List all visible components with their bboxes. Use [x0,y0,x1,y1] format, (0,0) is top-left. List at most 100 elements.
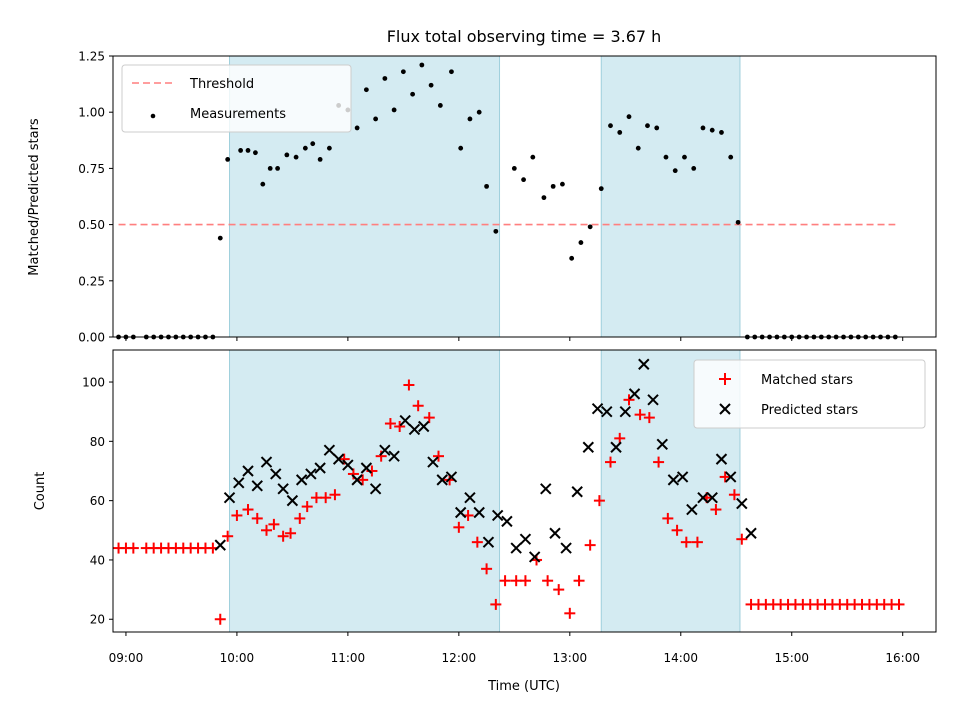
ratio-axes-frame [112,55,937,338]
measurement-point [663,154,669,160]
matched-star-point [653,456,665,468]
legend-predicted-swatch [719,403,731,415]
predicted-star-point [736,497,748,510]
matched-star-point [553,584,565,596]
matched-star-point [329,489,341,501]
matched-stars-series [113,379,905,625]
measurement-point [709,127,715,133]
predicted-star-point [725,471,737,483]
x-tick-label: 11:00 [331,651,366,665]
matched-star-point [320,492,332,504]
matched-star-point [231,509,243,521]
measurement-point [569,255,575,261]
observing-window [600,55,741,338]
predicted-star-point [417,420,430,433]
predicted-star-point [482,536,495,548]
measurement-point [284,152,290,158]
measurement-point [354,125,360,131]
measurement-point [530,154,536,160]
measurement-point [428,82,434,88]
measurement-point [326,145,332,151]
y-tick-label: 0.25 [78,274,105,288]
measurement-point [363,87,369,93]
observing-windows [229,349,741,633]
x-tick-label: 09:00 [109,651,144,665]
legend-matched-swatch [719,373,731,385]
predicted-star-point [628,388,641,400]
predicted-star-point [647,394,659,406]
measurement-point [260,181,266,187]
matched-star-point [433,450,445,462]
predicted-star-point [342,459,354,471]
matched-star-point [728,489,740,501]
ratio-x-ticks [125,337,904,341]
legend-measurements-label: Measurements [190,107,286,122]
y-tick-label: 60 [90,494,105,508]
matched-star-point [573,575,585,587]
x-tick-label: 15:00 [774,651,809,665]
y-tick-label: 0.00 [78,331,105,345]
ratio-legend: Threshold Measurements [121,64,352,133]
matched-star-point [453,521,465,533]
predicted-star-point [223,491,236,504]
x-tick-label: 10:00 [220,651,255,665]
measurement-point [719,130,724,135]
x-tick-label: 16:00 [885,651,920,665]
y-tick-label: 0.50 [78,218,105,232]
measurement-point [310,141,316,147]
matched-star-point [214,613,226,625]
predicted-star-point [560,542,572,554]
predicted-star-point [369,483,382,495]
matched-star-point [268,518,280,530]
predicted-star-point [233,477,245,489]
predicted-star-point [323,444,336,456]
matched-star-point [671,524,683,536]
measurement-point [400,69,406,75]
predicted-star-point [214,539,226,551]
predicted-star-point [445,471,458,483]
measurement-point [493,228,499,234]
matched-star-point [623,394,635,406]
matched-star-point [584,539,596,551]
ratio-y-axis: 0.00 0.25 0.50 0.75 1.00 1.25 [78,50,113,345]
y-tick-label: 1.00 [78,106,105,120]
matched-star-point [127,542,139,554]
matched-star-point [222,530,234,542]
predicted-star-point [656,438,668,451]
predicted-star-point [408,423,421,436]
predicted-star-point [332,453,345,465]
predicted-star-point [745,527,757,539]
y-tick-label: 100 [82,376,105,390]
predicted-star-point [706,491,718,504]
matched-star-point [481,563,493,575]
predicted-star-point [601,405,613,418]
measurement-point [521,177,526,183]
matched-star-point [471,536,483,548]
ratio-y-label: Matched/Predicted stars [27,118,42,276]
x-tick-label: 12:00 [442,651,477,665]
measurement-point [225,157,231,162]
predicted-star-point [610,441,622,453]
measurement-point [437,103,443,108]
measurement-point [302,145,308,151]
count-y-label: Count [33,472,48,511]
predicted-star-point [715,453,728,465]
measurement-point [382,76,388,81]
measurement-point [645,123,650,129]
predicted-star-point [270,468,282,480]
measurement-point [293,154,299,160]
measurement-point [608,123,613,129]
predicted-star-point [582,441,595,453]
matched-star-point [643,412,655,424]
legend-measurements-swatch [150,113,156,119]
observing-window [229,349,501,633]
matched-star-point [338,453,350,465]
observing-windows [229,55,741,338]
predicted-star-point [619,405,632,418]
predicted-stars-series [214,358,757,563]
y-tick-label: 0.75 [78,162,105,176]
measurement-point [449,69,454,75]
matched-star-point [736,533,748,545]
measurement-point [484,183,489,189]
measurement-point [654,125,660,131]
